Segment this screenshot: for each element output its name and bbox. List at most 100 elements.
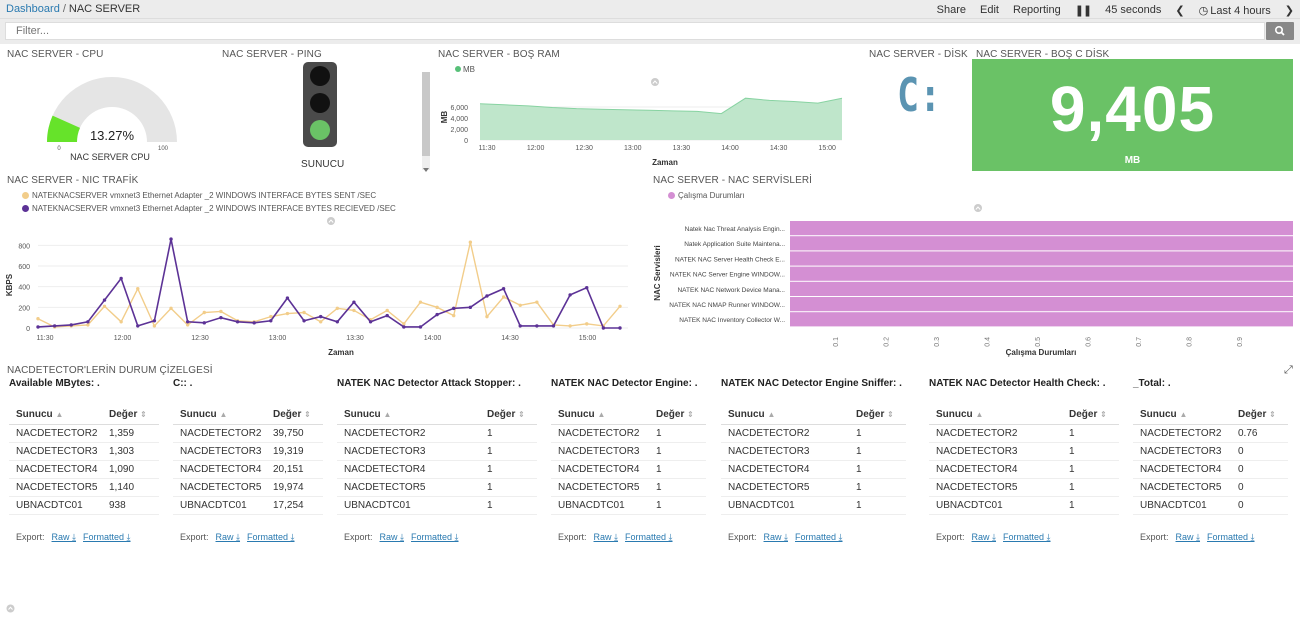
nic-point [119,320,123,324]
export-formatted-link[interactable]: Formatted ⤓ [625,531,673,542]
col-header-deger[interactable]: Değer ⇕ [273,406,323,425]
cell-host: NACDETECTOR2 [551,424,656,443]
download-icon: ⤓ [72,531,77,542]
export-raw-link[interactable]: Raw ⤓ [379,531,405,542]
nic-point [485,294,489,298]
table-row: UBNACDTC01 938 [9,496,159,515]
nic-legend-sent[interactable]: NATEKNACSERVER vmxnet3 Ethernet Adapter … [22,191,376,200]
edit-button[interactable]: Edit [980,4,999,16]
ping-label: SUNUCU [301,159,345,170]
table-row: NACDETECTOR2 1 [337,424,537,443]
nic-ytick: 400 [18,285,30,292]
cell-host: NACDETECTOR4 [551,460,656,479]
next-time-icon[interactable]: ❯ [1284,4,1294,17]
pause-icon[interactable]: ❚❚ [1074,4,1092,17]
cell-value: 1 [487,442,537,461]
nic-point [585,322,589,326]
col-header-sunucu[interactable]: Sunucu ▲ [721,406,856,425]
table-row: NACDETECTOR5 1 [929,478,1119,497]
reporting-button[interactable]: Reporting [1013,4,1061,16]
export-formatted-link[interactable]: Formatted ⤓ [247,531,295,542]
cell-host: NACDETECTOR3 [9,442,109,461]
table-row: NACDETECTOR2 1,359 [9,424,159,443]
scroll-top-icon[interactable] [6,604,15,616]
export-raw-link[interactable]: Raw ⤓ [593,531,619,542]
col-header-deger[interactable]: Değer ⇕ [656,406,706,425]
disk-panel-title: NAC SERVER - DİSK [869,49,968,60]
cell-host: NACDETECTOR5 [9,478,109,497]
interval-label[interactable]: 45 seconds [1105,4,1162,16]
export-raw-link[interactable]: Raw ⤓ [971,531,997,542]
export-raw-link[interactable]: Raw ⤓ [51,531,77,542]
export-raw-link[interactable]: Raw ⤓ [1175,531,1201,542]
legend-label: Çalışma Durumları [678,191,745,200]
ram-xtick: 13:00 [624,145,642,152]
nic-point [551,324,556,328]
nic-point [219,309,223,314]
nic-point [535,324,539,328]
export-label: Export: [936,531,965,542]
filter-input[interactable] [5,22,1265,40]
cell-host: UBNACDTC01 [1133,496,1238,515]
table-row: NACDETECTOR5 1 [721,478,906,497]
cell-value: 19,974 [273,478,323,497]
nic-point [452,306,456,311]
cell-value: 1 [656,478,706,497]
download-icon: ⤓ [838,531,843,542]
prev-time-icon[interactable]: ❮ [1175,4,1185,17]
cell-value: 1,140 [109,478,159,497]
col-header-sunucu[interactable]: Sunucu ▲ [173,406,273,425]
export-formatted-link[interactable]: Formatted ⤓ [411,531,459,542]
services-chart: Natek Nac Threat Analysis Engin... Natek … [653,204,1293,357]
ram-collapse-icon[interactable] [651,78,659,86]
nic-collapse-icon[interactable] [327,217,335,225]
services-collapse-icon[interactable] [974,204,982,212]
detector-table: Sunucu ▲ Değer ⇕ NACDETECTOR2 0.76 NACDETECT… [1133,406,1288,515]
table-title: NATEK NAC Detector Engine: . [551,378,698,389]
services-legend[interactable]: Çalışma Durumları [668,191,745,200]
col-header-sunucu[interactable]: Sunucu ▲ [551,406,656,425]
nic-panel-title: NAC SERVER - NIC TRAFİK [7,175,139,186]
export-label: Export: [558,531,587,542]
filter-bar [0,19,1300,44]
nic-point [335,320,340,324]
ram-scrollbar-thumb[interactable] [422,72,430,156]
nic-point [252,321,256,325]
ram-panel-title: NAC SERVER - BOŞ RAM [438,49,560,60]
col-header-sunucu[interactable]: Sunucu ▲ [929,406,1069,425]
export-raw-link[interactable]: Raw ⤓ [215,531,241,542]
cell-value: 1 [856,460,906,479]
share-button[interactable]: Share [936,4,967,16]
timerange-picker[interactable]: ◷ Last 4 hours [1199,4,1271,17]
cell-value: 1 [656,496,706,515]
col-header-deger[interactable]: Değer ⇕ [1069,406,1119,425]
table-row: NACDETECTOR4 20,151 [173,460,323,479]
export-formatted-link[interactable]: Formatted ⤓ [1207,531,1255,542]
expand-icon[interactable]: ⤢ [1284,364,1293,376]
breadcrumb-dashboard-link[interactable]: Dashboard [6,3,60,15]
export-formatted-link[interactable]: Formatted ⤓ [795,531,843,542]
service-label: NATEK NAC NMAP Runner WINDOW... [669,302,785,309]
nic-point [402,322,406,326]
col-header-deger[interactable]: Değer ⇕ [109,406,159,425]
cell-value: 1 [487,424,537,443]
ram-ytick: 2,000 [450,127,468,134]
col-header-sunucu[interactable]: Sunucu ▲ [9,406,109,425]
col-header-deger[interactable]: Değer ⇕ [856,406,906,425]
col-header-deger[interactable]: Değer ⇕ [487,406,537,425]
nic-xlabel: Zaman [328,348,354,357]
export-formatted-link[interactable]: Formatted ⤓ [1003,531,1051,542]
table-row: NACDETECTOR3 1 [337,442,537,461]
cell-value: 938 [109,496,159,515]
export-raw-link[interactable]: Raw ⤓ [763,531,789,542]
nic-legend-recv[interactable]: NATEKNACSERVER vmxnet3 Ethernet Adapter … [22,204,396,213]
export-formatted-link[interactable]: Formatted ⤓ [83,531,131,542]
nic-point [269,319,273,323]
col-header-sunucu[interactable]: Sunucu ▲ [1133,406,1238,425]
traffic-light-icon [303,62,337,147]
search-button[interactable] [1266,22,1294,40]
col-header-sunucu[interactable]: Sunucu ▲ [337,406,487,425]
col-header-deger[interactable]: Değer ⇕ [1238,406,1288,425]
cell-host: NACDETECTOR5 [337,478,487,497]
nic-point [352,300,356,304]
